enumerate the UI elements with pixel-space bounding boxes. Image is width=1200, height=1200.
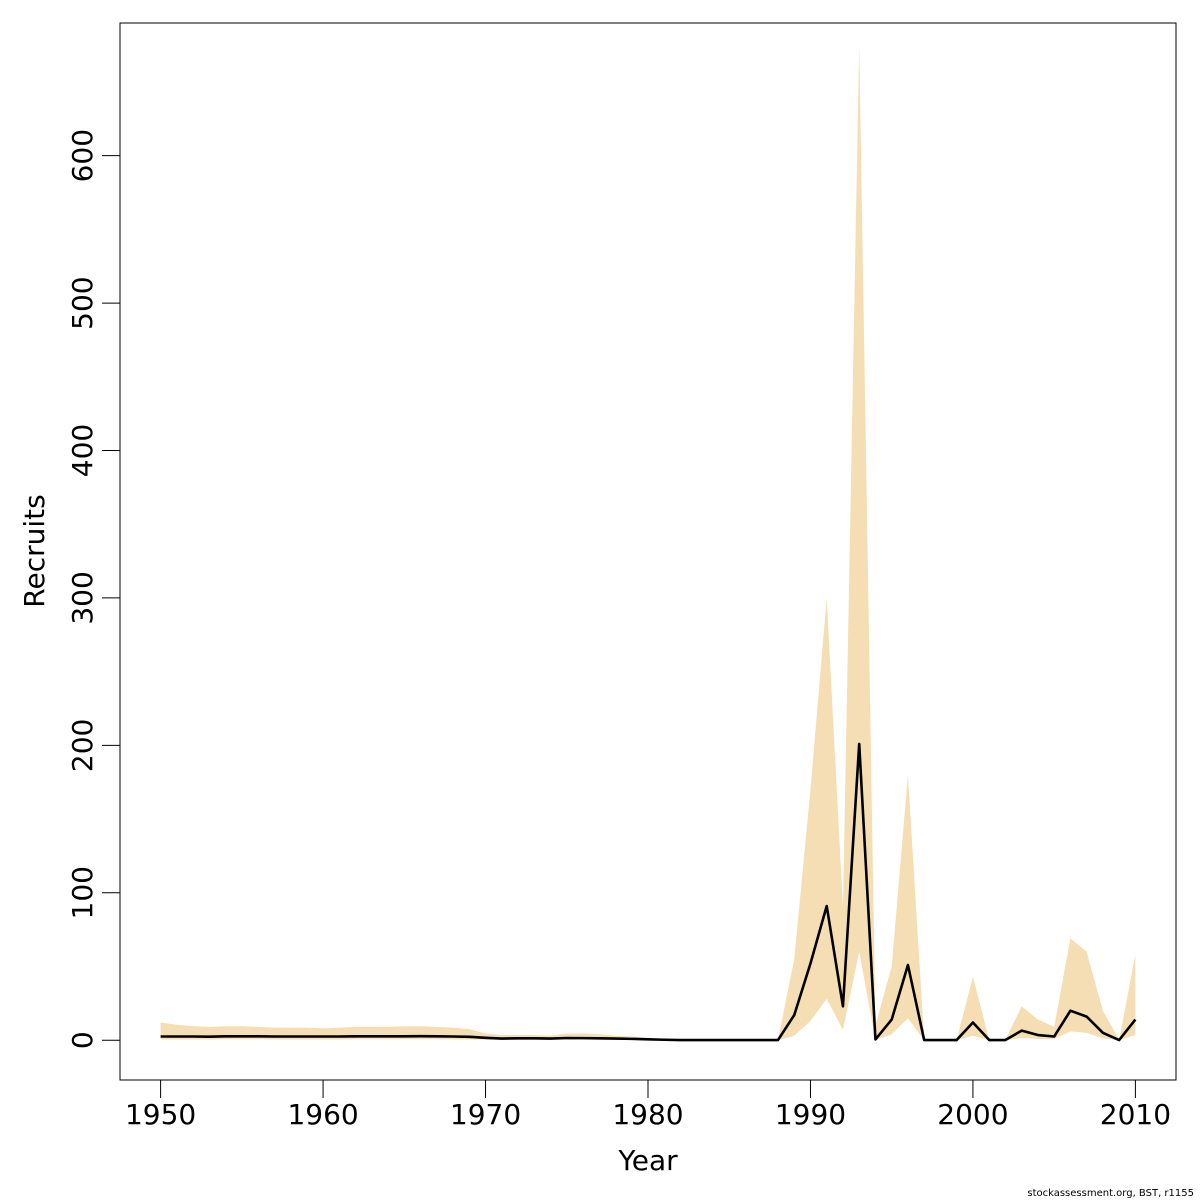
y-axis-title: Recruits — [18, 494, 51, 607]
recruits-line — [160, 742, 1137, 1042]
x-tick-label: 1990 — [775, 1098, 846, 1131]
y-tick-label: 300 — [66, 571, 99, 624]
x-axis: 1950 1960 1970 1980 1990 2000 2010 — [125, 1079, 1171, 1131]
y-tick-label: 500 — [66, 276, 99, 329]
y-tick-label: 0 — [66, 1031, 99, 1049]
y-tick-label: 200 — [66, 719, 99, 772]
x-tick-label: 2010 — [1100, 1098, 1171, 1131]
x-tick-label: 1950 — [125, 1098, 196, 1131]
x-tick-label: 1980 — [612, 1098, 683, 1131]
x-tick-label: 2000 — [937, 1098, 1008, 1131]
estimate-line-layer — [160, 742, 1137, 1042]
y-tick-label: 600 — [66, 129, 99, 182]
x-tick-label: 1970 — [450, 1098, 521, 1131]
x-axis-title: Year — [617, 1144, 678, 1177]
y-tick-label: 100 — [66, 866, 99, 919]
x-tick-label: 1960 — [287, 1098, 358, 1131]
y-tick-label: 400 — [66, 424, 99, 477]
y-axis: 0 100 200 300 400 500 600 — [66, 129, 121, 1049]
credit-text: stockassessment.org, BST, r1155 — [1027, 1188, 1194, 1199]
